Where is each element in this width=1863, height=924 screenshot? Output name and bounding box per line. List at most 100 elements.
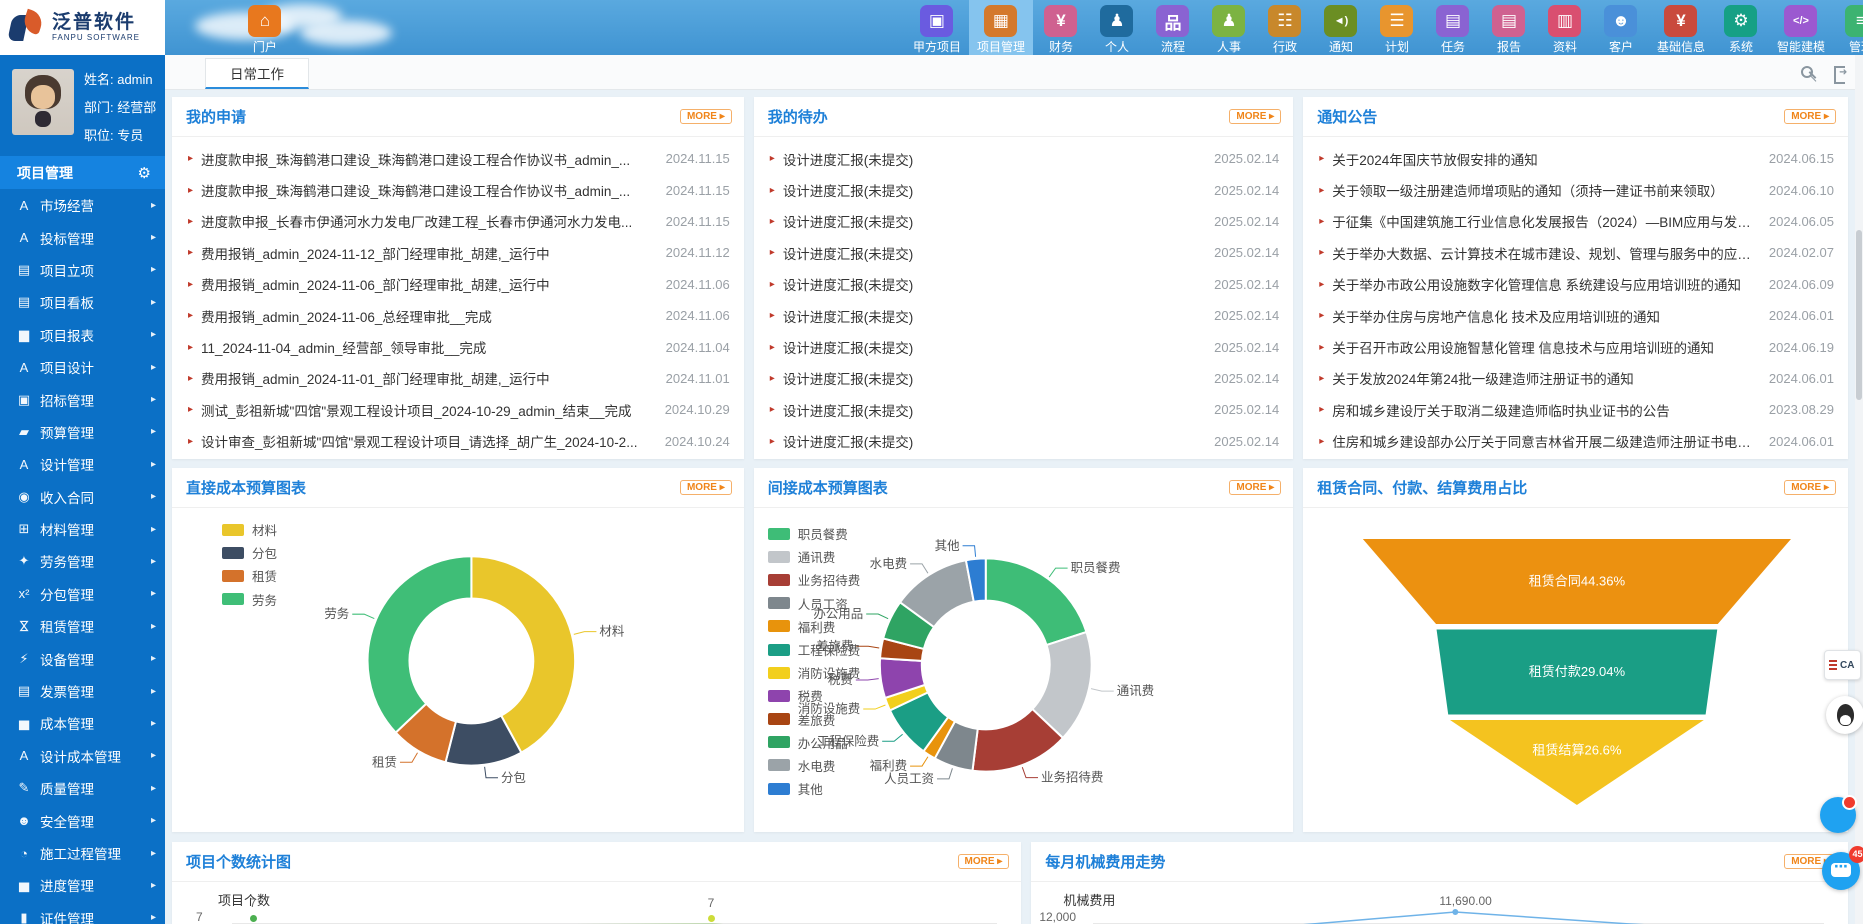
legend-item-职员餐费[interactable]: 职员餐费: [768, 522, 861, 545]
list-item[interactable]: ▸设计进度汇报(未提交)2025.02.14: [770, 174, 1279, 205]
legend-item-办公用品[interactable]: 办公用品: [768, 731, 861, 754]
scrollbar-thumb[interactable]: [1856, 230, 1862, 400]
sidebar-item-租赁管理[interactable]: ⋈租赁管理▸: [0, 610, 165, 642]
nav-item-门户[interactable]: ⌂门户: [237, 0, 293, 55]
nav-item-流程[interactable]: 品流程: [1145, 0, 1201, 55]
scrollbar-track[interactable]: [1855, 55, 1863, 924]
list-item[interactable]: ▸设计进度汇报(未提交)2025.02.14: [770, 269, 1279, 300]
list-item[interactable]: ▸住房和城乡建设部办公厅关于同意吉林省开展二级建造师注册证书电子化试点...20…: [1319, 426, 1834, 457]
sidebar-item-收入合同[interactable]: ◉收入合同▸: [0, 481, 165, 513]
list-item[interactable]: ▸测试_彭祖新城"四馆"景观工程设计项目_2024-10-29_admin_结束…: [188, 394, 730, 425]
more-button[interactable]: MORE ▸: [1784, 109, 1836, 124]
list-item[interactable]: ▸关于领取一级注册建造师增项贴的通知（须持一建证书前来领取）2024.06.10: [1319, 174, 1834, 205]
sidebar-item-设备管理[interactable]: ⚡设备管理▸: [0, 642, 165, 674]
legend-item-业务招待费[interactable]: 业务招待费: [768, 568, 861, 591]
nav-item-客户[interactable]: ☻客户: [1593, 0, 1649, 55]
legend-item-税费[interactable]: 税费: [768, 684, 861, 707]
list-item[interactable]: ▸进度款申报_长春市伊通河水力发电厂改建工程_长春市伊通河水力发电...2024…: [188, 206, 730, 237]
list-item[interactable]: ▸设计审查_彭祖新城"四馆"景观工程设计项目_请选择_胡广生_2024-10-2…: [188, 426, 730, 457]
legend-item-材料[interactable]: 材料: [222, 518, 277, 541]
legend-item-租赁[interactable]: 租赁: [222, 564, 277, 587]
legend-item-劳务[interactable]: 劳务: [222, 588, 277, 611]
list-item[interactable]: ▸关于召开市政公用设施智慧化管理 信息技术与应用培训班的通知2024.06.19: [1319, 331, 1834, 362]
sidebar-item-进度管理[interactable]: ▅进度管理▸: [0, 869, 165, 901]
sidebar-item-招标管理[interactable]: ▣招标管理▸: [0, 383, 165, 415]
list-item[interactable]: ▸设计进度汇报(未提交)2025.02.14: [770, 206, 1279, 237]
list-item[interactable]: ▸进度款申报_珠海鹤港口建设_珠海鹤港口建设工程合作协议书_admin_...2…: [188, 174, 730, 205]
list-item[interactable]: ▸房和城乡建设厅关于取消二级建造师临时执业证书的公告2023.08.29: [1319, 394, 1834, 425]
sidebar-item-安全管理[interactable]: ☻安全管理▸: [0, 804, 165, 836]
list-item[interactable]: ▸于征集《中国建筑施工行业信息化发展报告（2024）—BIM应用与发展》材料..…: [1319, 206, 1834, 237]
list-item[interactable]: ▸设计进度汇报(未提交)2025.02.14: [770, 143, 1279, 174]
sidebar-item-证件管理[interactable]: ▮证件管理▸: [0, 902, 165, 924]
more-button[interactable]: MORE ▸: [680, 480, 732, 495]
legend-item-消防设施费[interactable]: 消防设施费: [768, 661, 861, 684]
nav-item-甲方项目[interactable]: ▣甲方项目: [905, 0, 969, 55]
sidebar-item-材料管理[interactable]: ⊞材料管理▸: [0, 513, 165, 545]
more-button[interactable]: MORE ▸: [958, 854, 1010, 869]
legend-item-其他[interactable]: 其他: [768, 777, 861, 800]
sidebar-item-设计管理[interactable]: A设计管理▸: [0, 448, 165, 480]
nav-item-计划[interactable]: ☰计划: [1369, 0, 1425, 55]
sidebar-item-分包管理[interactable]: x²分包管理▸: [0, 578, 165, 610]
list-item[interactable]: ▸设计进度汇报(未提交)2025.02.14: [770, 363, 1279, 394]
list-item[interactable]: ▸进度款申报_珠海鹤港口建设_珠海鹤港口建设工程合作协议书_admin_...2…: [188, 143, 730, 174]
gear-icon[interactable]: ⚙: [138, 164, 151, 182]
list-item[interactable]: ▸设计进度汇报(未提交)2025.02.14: [770, 300, 1279, 331]
nav-item-基础信息[interactable]: ¥基础信息: [1649, 0, 1713, 55]
list-item[interactable]: ▸设计进度汇报(未提交)2025.02.14: [770, 331, 1279, 362]
qq-service-button[interactable]: [1826, 696, 1863, 734]
legend-item-人员工资[interactable]: 人员工资: [768, 592, 861, 615]
sidebar-item-劳务管理[interactable]: ✦劳务管理▸: [0, 545, 165, 577]
password-key-icon[interactable]: [1801, 66, 1816, 81]
tab-daily-work[interactable]: 日常工作: [205, 58, 309, 89]
sidebar-item-发票管理[interactable]: ▤发票管理▸: [0, 675, 165, 707]
list-item[interactable]: ▸费用报销_admin_2024-11-12_部门经理审批_胡建,_运行中202…: [188, 237, 730, 268]
ca-certificate-button[interactable]: CA: [1824, 650, 1861, 680]
sidebar-item-项目立项[interactable]: ▤项目立项▸: [0, 254, 165, 286]
sidebar-item-项目看板[interactable]: ▤项目看板▸: [0, 286, 165, 318]
list-item[interactable]: ▸关于2024年国庆节放假安排的通知2024.06.15: [1319, 143, 1834, 174]
message-chat-button[interactable]: 45: [1822, 852, 1860, 890]
more-button[interactable]: MORE ▸: [1229, 480, 1281, 495]
sidebar-item-项目设计[interactable]: A项目设计▸: [0, 351, 165, 383]
funnel-stage-租赁结算[interactable]: [1448, 719, 1707, 806]
legend-item-水电费[interactable]: 水电费: [768, 754, 861, 777]
sidebar-item-项目报表[interactable]: ▆项目报表▸: [0, 319, 165, 351]
more-button[interactable]: MORE ▸: [680, 109, 732, 124]
nav-item-系统[interactable]: ⚙系统: [1713, 0, 1769, 55]
list-item[interactable]: ▸11_2024-11-04_admin_经营部_领导审批__完成2024.11…: [188, 331, 730, 362]
list-item[interactable]: ▸费用报销_admin_2024-11-06_总经理审批__完成2024.11.…: [188, 300, 730, 331]
list-item[interactable]: ▸费用报销_admin_2024-11-06_部门经理审批_胡建,_运行中202…: [188, 269, 730, 300]
nav-item-人事[interactable]: ♟人事: [1201, 0, 1257, 55]
nav-item-资料[interactable]: ▥资料: [1537, 0, 1593, 55]
nav-item-报告[interactable]: ▤报告: [1481, 0, 1537, 55]
list-item[interactable]: ▸关于举办市政公用设施数字化管理信息 系统建设与应用培训班的通知2024.06.…: [1319, 269, 1834, 300]
list-item[interactable]: ▸关于举办大数据、云计算技术在城市建设、规划、管理与服务中的应用培训班...20…: [1319, 237, 1834, 268]
more-button[interactable]: MORE ▸: [1784, 480, 1836, 495]
legend-item-分包[interactable]: 分包: [222, 541, 277, 564]
list-item[interactable]: ▸关于举办住房与房地产信息化 技术及应用培训班的通知2024.06.01: [1319, 300, 1834, 331]
nav-item-行政[interactable]: ☷行政: [1257, 0, 1313, 55]
notification-bubble-button[interactable]: [1820, 797, 1856, 833]
list-item[interactable]: ▸关于发放2024年第24批一级建造师注册证书的通知2024.06.01: [1319, 363, 1834, 394]
legend-item-通讯费[interactable]: 通讯费: [768, 545, 861, 568]
sidebar-item-预算管理[interactable]: ▰预算管理▸: [0, 416, 165, 448]
list-item[interactable]: ▸设计进度汇报(未提交)2025.02.14: [770, 426, 1279, 457]
sidebar-item-市场经营[interactable]: A市场经营▸: [0, 189, 165, 221]
nav-item-财务[interactable]: ¥财务: [1033, 0, 1089, 55]
avatar[interactable]: [12, 69, 74, 135]
list-item[interactable]: ▸设计进度汇报(未提交)2025.02.14: [770, 237, 1279, 268]
legend-item-工程保险费[interactable]: 工程保险费: [768, 638, 861, 661]
list-item[interactable]: ▸费用报销_admin_2024-11-01_部门经理审批_胡建,_运行中202…: [188, 363, 730, 394]
sidebar-item-施工过程管理[interactable]: ◔施工过程管理▸: [0, 837, 165, 869]
list-item[interactable]: ▸设计进度汇报(未提交)2025.02.14: [770, 394, 1279, 425]
nav-item-项目管理[interactable]: ▦项目管理: [969, 0, 1033, 55]
nav-item-智能建模[interactable]: </>智能建模: [1769, 0, 1833, 55]
nav-item-管理[interactable]: ≡管理: [1833, 0, 1863, 55]
logout-door-icon[interactable]: [1834, 66, 1849, 81]
nav-item-通知[interactable]: ◄)通知: [1313, 0, 1369, 55]
sidebar-item-成本管理[interactable]: ▅成本管理▸: [0, 707, 165, 739]
sidebar-item-投标管理[interactable]: A投标管理▸: [0, 221, 165, 253]
legend-item-福利费[interactable]: 福利费: [768, 615, 861, 638]
